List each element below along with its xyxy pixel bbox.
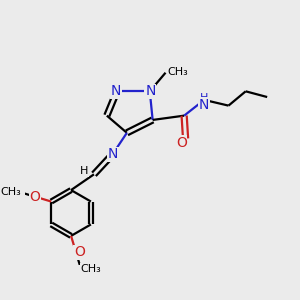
- Text: N: N: [108, 147, 118, 161]
- Text: H: H: [80, 167, 88, 176]
- Text: H: H: [200, 94, 208, 103]
- Text: O: O: [74, 245, 85, 259]
- Text: CH₃: CH₃: [167, 67, 188, 77]
- Text: N: N: [145, 84, 155, 98]
- Text: N: N: [111, 84, 122, 98]
- Text: N: N: [199, 98, 209, 112]
- Text: O: O: [176, 136, 187, 150]
- Text: CH₃: CH₃: [1, 187, 22, 197]
- Text: O: O: [29, 190, 40, 204]
- Text: CH₃: CH₃: [80, 264, 101, 274]
